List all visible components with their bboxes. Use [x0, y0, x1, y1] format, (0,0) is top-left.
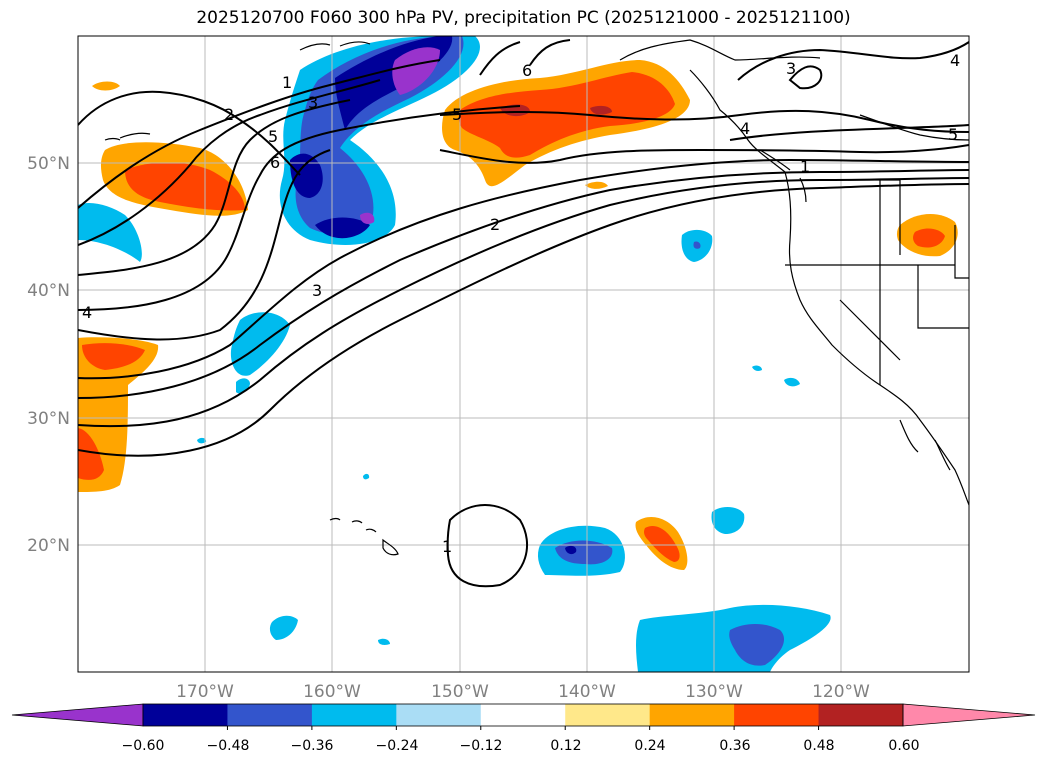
contour-label: 4 — [950, 51, 960, 70]
colorbar-frame — [142, 703, 904, 727]
pv-contours — [78, 39, 969, 588]
colorbar-tick-label: 0.12 — [550, 738, 581, 754]
colorbar-tick-label: −0.24 — [376, 738, 419, 754]
longitude-labels: 170°W 160°W 150°W 140°W 130°W 120°W — [176, 682, 870, 702]
colorbar-tick-label: −0.48 — [207, 738, 250, 754]
lon-label: 150°W — [431, 682, 489, 702]
lat-label: 40°N — [27, 281, 70, 301]
lat-label: 20°N — [27, 536, 70, 556]
colorbar-tick-label: −0.12 — [460, 738, 503, 754]
colorbar-segment — [227, 704, 313, 726]
lon-label: 120°W — [812, 682, 870, 702]
colorbar-extend-low — [11, 703, 144, 727]
pv-contour-labels: 1 2 3 4 5 6 6 5 4 3 2 1 4 3 5 1 — [82, 51, 960, 556]
colorbar-segment — [480, 704, 566, 726]
contour-label: 3 — [786, 59, 796, 78]
colorbar-labels: −0.60 −0.48 −0.36 −0.24 −0.12 0.12 0.24 … — [122, 738, 920, 754]
colorbar-tick-label: −0.36 — [291, 738, 334, 754]
colorbar-segment — [734, 704, 820, 726]
contour-label: 1 — [800, 157, 810, 176]
colorbar-segment — [396, 704, 482, 726]
map-frame — [77, 35, 970, 673]
contour-label: 1 — [442, 537, 452, 556]
colorbar-extend-high — [902, 703, 1036, 727]
contour-label: 6 — [522, 61, 532, 80]
colorbar-segment — [311, 704, 397, 726]
colorbar-segment — [649, 704, 735, 726]
contour-label: 5 — [452, 105, 462, 124]
colorbar-tick-label: 0.48 — [803, 738, 834, 754]
latitude-labels: 50°N 40°N 30°N 20°N — [27, 154, 70, 556]
contour-label: 6 — [270, 153, 280, 172]
contour-label: 2 — [224, 105, 234, 124]
lat-label: 30°N — [27, 409, 70, 429]
colorbar-segment — [818, 704, 904, 726]
map-title: 2025120700 F060 300 hPa PV, precipitatio… — [196, 8, 851, 28]
graticule — [78, 36, 969, 672]
contour-label: 1 — [282, 73, 292, 92]
lon-label: 160°W — [303, 682, 361, 702]
contour-label: 3 — [312, 281, 322, 300]
contour-label: 2 — [490, 215, 500, 234]
colorbar-tick-label: 0.36 — [719, 738, 750, 754]
colorbar-segment — [143, 704, 228, 726]
colorbar-tick-label: −0.60 — [122, 738, 165, 754]
contour-label: 5 — [948, 125, 958, 144]
contour-label: 4 — [82, 303, 92, 322]
precip-negative-west-blob — [78, 203, 142, 262]
lon-label: 140°W — [558, 682, 616, 702]
colorbar — [11, 703, 1036, 730]
lat-label: 50°N — [27, 154, 70, 174]
colorbar-segment — [565, 704, 651, 726]
lon-label: 130°W — [685, 682, 743, 702]
contour-label: 5 — [268, 127, 278, 146]
contour-label: 4 — [740, 119, 750, 138]
colorbar-tick-label: 0.60 — [888, 738, 919, 754]
colorbar-tick-label: 0.24 — [634, 738, 665, 754]
lon-label: 170°W — [176, 682, 234, 702]
contour-label: 3 — [308, 93, 318, 112]
